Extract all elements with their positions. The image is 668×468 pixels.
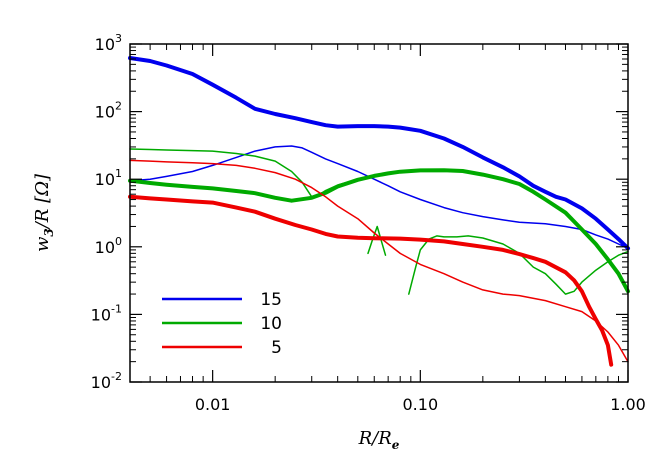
y-tick-exponent: 2 — [115, 100, 122, 113]
series-line-5-thick-6 — [128, 194, 614, 367]
series-line-15-thick-0 — [128, 56, 630, 251]
y-tick-label: 102 — [95, 100, 122, 122]
y-tick-base: 10 — [95, 103, 115, 122]
y-tick-base: 10 — [95, 170, 115, 189]
legend-label-15: 15 — [260, 290, 282, 310]
legend: 15 10 5 — [162, 290, 282, 358]
y-tick-label: 101 — [95, 167, 122, 189]
x-tick-label: 0.01 — [195, 395, 231, 414]
y-tick-base: 10 — [95, 35, 115, 54]
legend-label-10: 10 — [260, 314, 282, 334]
y-tick-exponent: -2 — [111, 370, 122, 383]
y-tick-base: 10 — [91, 305, 111, 324]
label-part: w — [32, 236, 53, 252]
label-subscript: e — [392, 438, 400, 452]
y-tick-exponent: 0 — [115, 235, 122, 248]
series-line-10-thin-4 — [367, 225, 387, 256]
series-layer — [128, 56, 630, 367]
legend-label-5: 5 — [271, 338, 282, 358]
series-line-15-thin-1 — [129, 145, 629, 250]
label-part: /R [Ω] — [32, 173, 53, 230]
plot-frame — [129, 43, 629, 383]
y-tick-base: 10 — [95, 238, 115, 257]
x-axis-label: R/Re — [358, 428, 400, 452]
y-tick-exponent: 1 — [115, 167, 122, 180]
y-tick-label: 10-1 — [91, 302, 122, 324]
y-tick-exponent: 3 — [115, 32, 122, 45]
series-line-10-thin-3 — [129, 148, 368, 198]
x-tick-label: 0.10 — [403, 395, 439, 414]
y-tick-label: 100 — [95, 235, 122, 257]
x-tick-label: 1.00 — [610, 395, 646, 414]
series-line-5-thin-7 — [129, 159, 629, 363]
label-subscript: 3 — [42, 228, 56, 236]
y-tick-exponent: -1 — [111, 302, 122, 315]
y-axis-label: w3/R [Ω] — [32, 173, 56, 252]
ticks-layer — [129, 43, 629, 383]
y-tick-label: 10-2 — [91, 370, 122, 392]
series-line-10-thick-2 — [128, 168, 630, 294]
y-tick-base: 10 — [91, 373, 111, 392]
y-tick-label: 103 — [95, 32, 122, 54]
label-part: R/R — [358, 428, 392, 449]
